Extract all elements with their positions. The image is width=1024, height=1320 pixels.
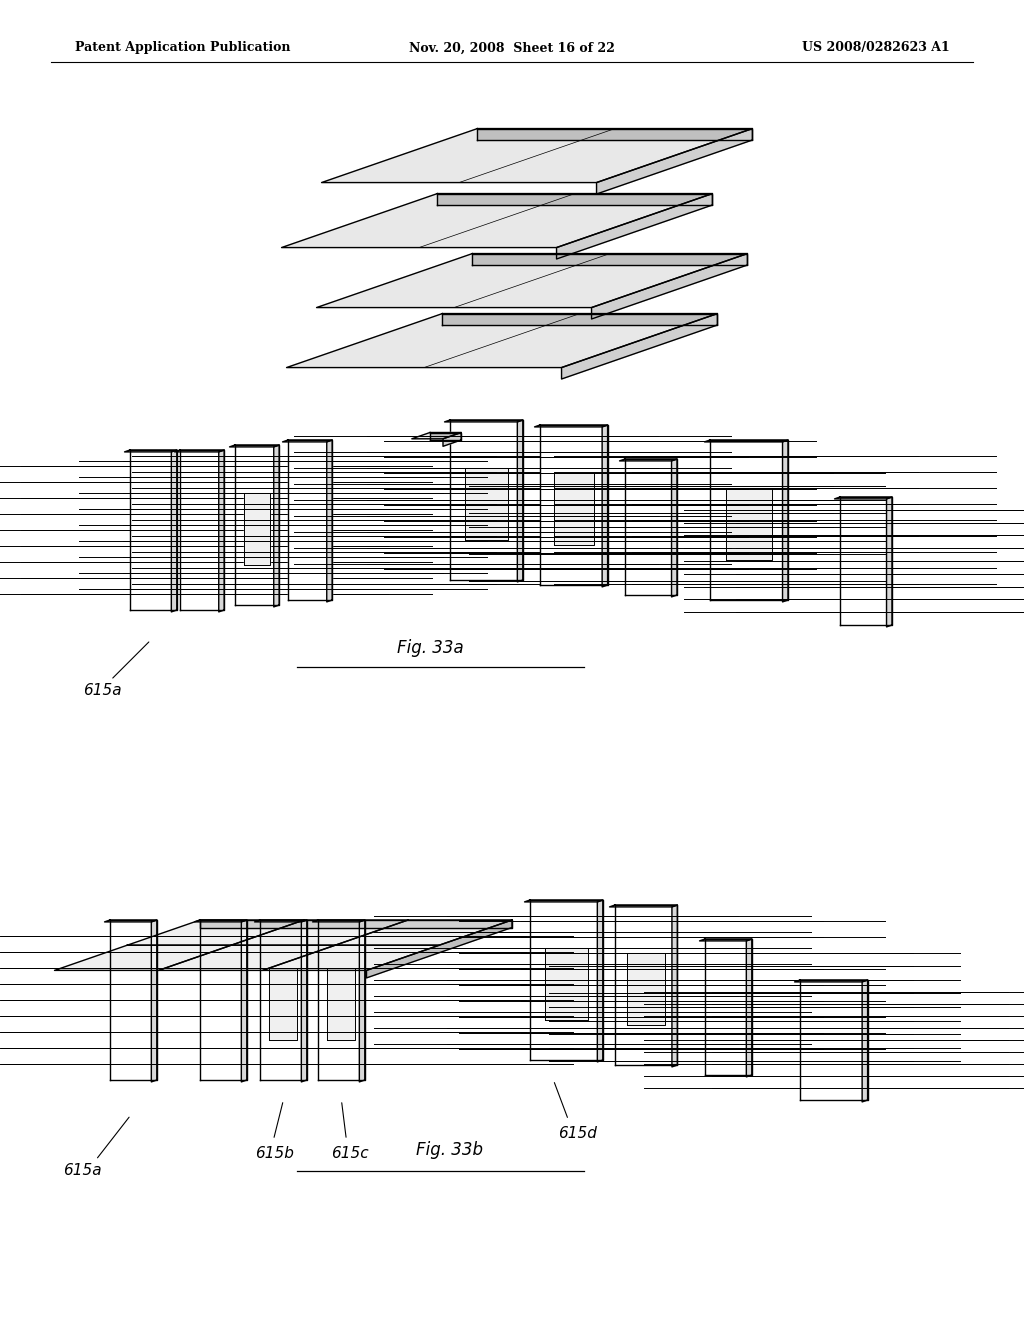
Polygon shape [316,253,748,308]
Polygon shape [554,473,594,545]
Polygon shape [443,433,461,446]
Polygon shape [287,314,718,367]
Polygon shape [835,498,892,499]
Polygon shape [269,968,297,1040]
Polygon shape [840,498,892,624]
Polygon shape [322,128,753,182]
Polygon shape [472,253,748,265]
Polygon shape [444,420,523,422]
Polygon shape [282,194,713,248]
Text: Nov. 20, 2008  Sheet 16 of 22: Nov. 20, 2008 Sheet 16 of 22 [409,41,615,54]
Polygon shape [620,459,677,461]
Polygon shape [327,440,332,602]
Polygon shape [283,440,332,442]
Polygon shape [288,440,332,601]
Polygon shape [195,920,247,921]
Polygon shape [229,445,280,447]
Polygon shape [174,450,224,451]
Text: Patent Application Publication: Patent Application Publication [75,41,291,54]
Text: US 2008/0282623 A1: US 2008/0282623 A1 [802,41,950,54]
Text: Fig. 33a: Fig. 33a [396,639,464,657]
Polygon shape [231,920,408,945]
Polygon shape [795,979,867,982]
Polygon shape [152,920,157,1082]
Polygon shape [705,440,788,442]
Polygon shape [530,900,603,1060]
Polygon shape [800,979,867,1100]
Polygon shape [110,920,157,1080]
Polygon shape [524,900,603,902]
Polygon shape [255,920,307,921]
Polygon shape [54,945,231,970]
Polygon shape [592,253,748,319]
Polygon shape [887,498,892,627]
Text: 615d: 615d [558,1126,597,1140]
Polygon shape [517,420,523,582]
Polygon shape [200,920,512,928]
Polygon shape [180,450,224,610]
Text: Fig. 33b: Fig. 33b [417,1140,483,1159]
Polygon shape [450,420,523,579]
Polygon shape [726,488,772,560]
Polygon shape [104,920,157,921]
Polygon shape [335,920,512,945]
Polygon shape [540,425,607,585]
Text: 615a: 615a [83,682,122,698]
Polygon shape [609,906,678,907]
Polygon shape [242,920,247,1082]
Polygon shape [260,920,307,1080]
Polygon shape [597,900,603,1061]
Polygon shape [262,945,439,970]
Polygon shape [615,906,678,1065]
Polygon shape [699,939,752,941]
Polygon shape [328,968,355,1040]
Polygon shape [782,440,788,602]
Polygon shape [710,440,788,601]
Polygon shape [437,194,713,205]
Polygon shape [430,433,461,440]
Polygon shape [602,425,607,587]
Polygon shape [628,953,665,1026]
Polygon shape [130,450,177,610]
Polygon shape [127,920,304,945]
Polygon shape [359,920,365,1082]
Polygon shape [442,314,718,325]
Polygon shape [862,979,867,1102]
Polygon shape [125,450,177,451]
Polygon shape [219,450,224,612]
Polygon shape [367,920,512,978]
Polygon shape [597,128,753,194]
Polygon shape [234,445,280,605]
Polygon shape [557,194,713,259]
Polygon shape [244,492,270,565]
Polygon shape [465,469,508,540]
Text: 615c: 615c [332,1146,369,1162]
Polygon shape [746,939,752,1077]
Text: 615a: 615a [62,1163,101,1177]
Polygon shape [545,948,588,1020]
Text: 615b: 615b [255,1146,294,1162]
Polygon shape [318,920,365,1080]
Polygon shape [171,450,177,612]
Polygon shape [625,459,677,595]
Polygon shape [672,459,677,597]
Polygon shape [200,920,247,1080]
Polygon shape [273,445,280,607]
Polygon shape [705,939,752,1074]
Polygon shape [159,945,335,970]
Polygon shape [561,314,718,379]
Polygon shape [412,433,461,438]
Polygon shape [672,906,678,1067]
Polygon shape [312,920,365,921]
Polygon shape [301,920,307,1082]
Polygon shape [535,425,607,426]
Polygon shape [477,128,753,140]
